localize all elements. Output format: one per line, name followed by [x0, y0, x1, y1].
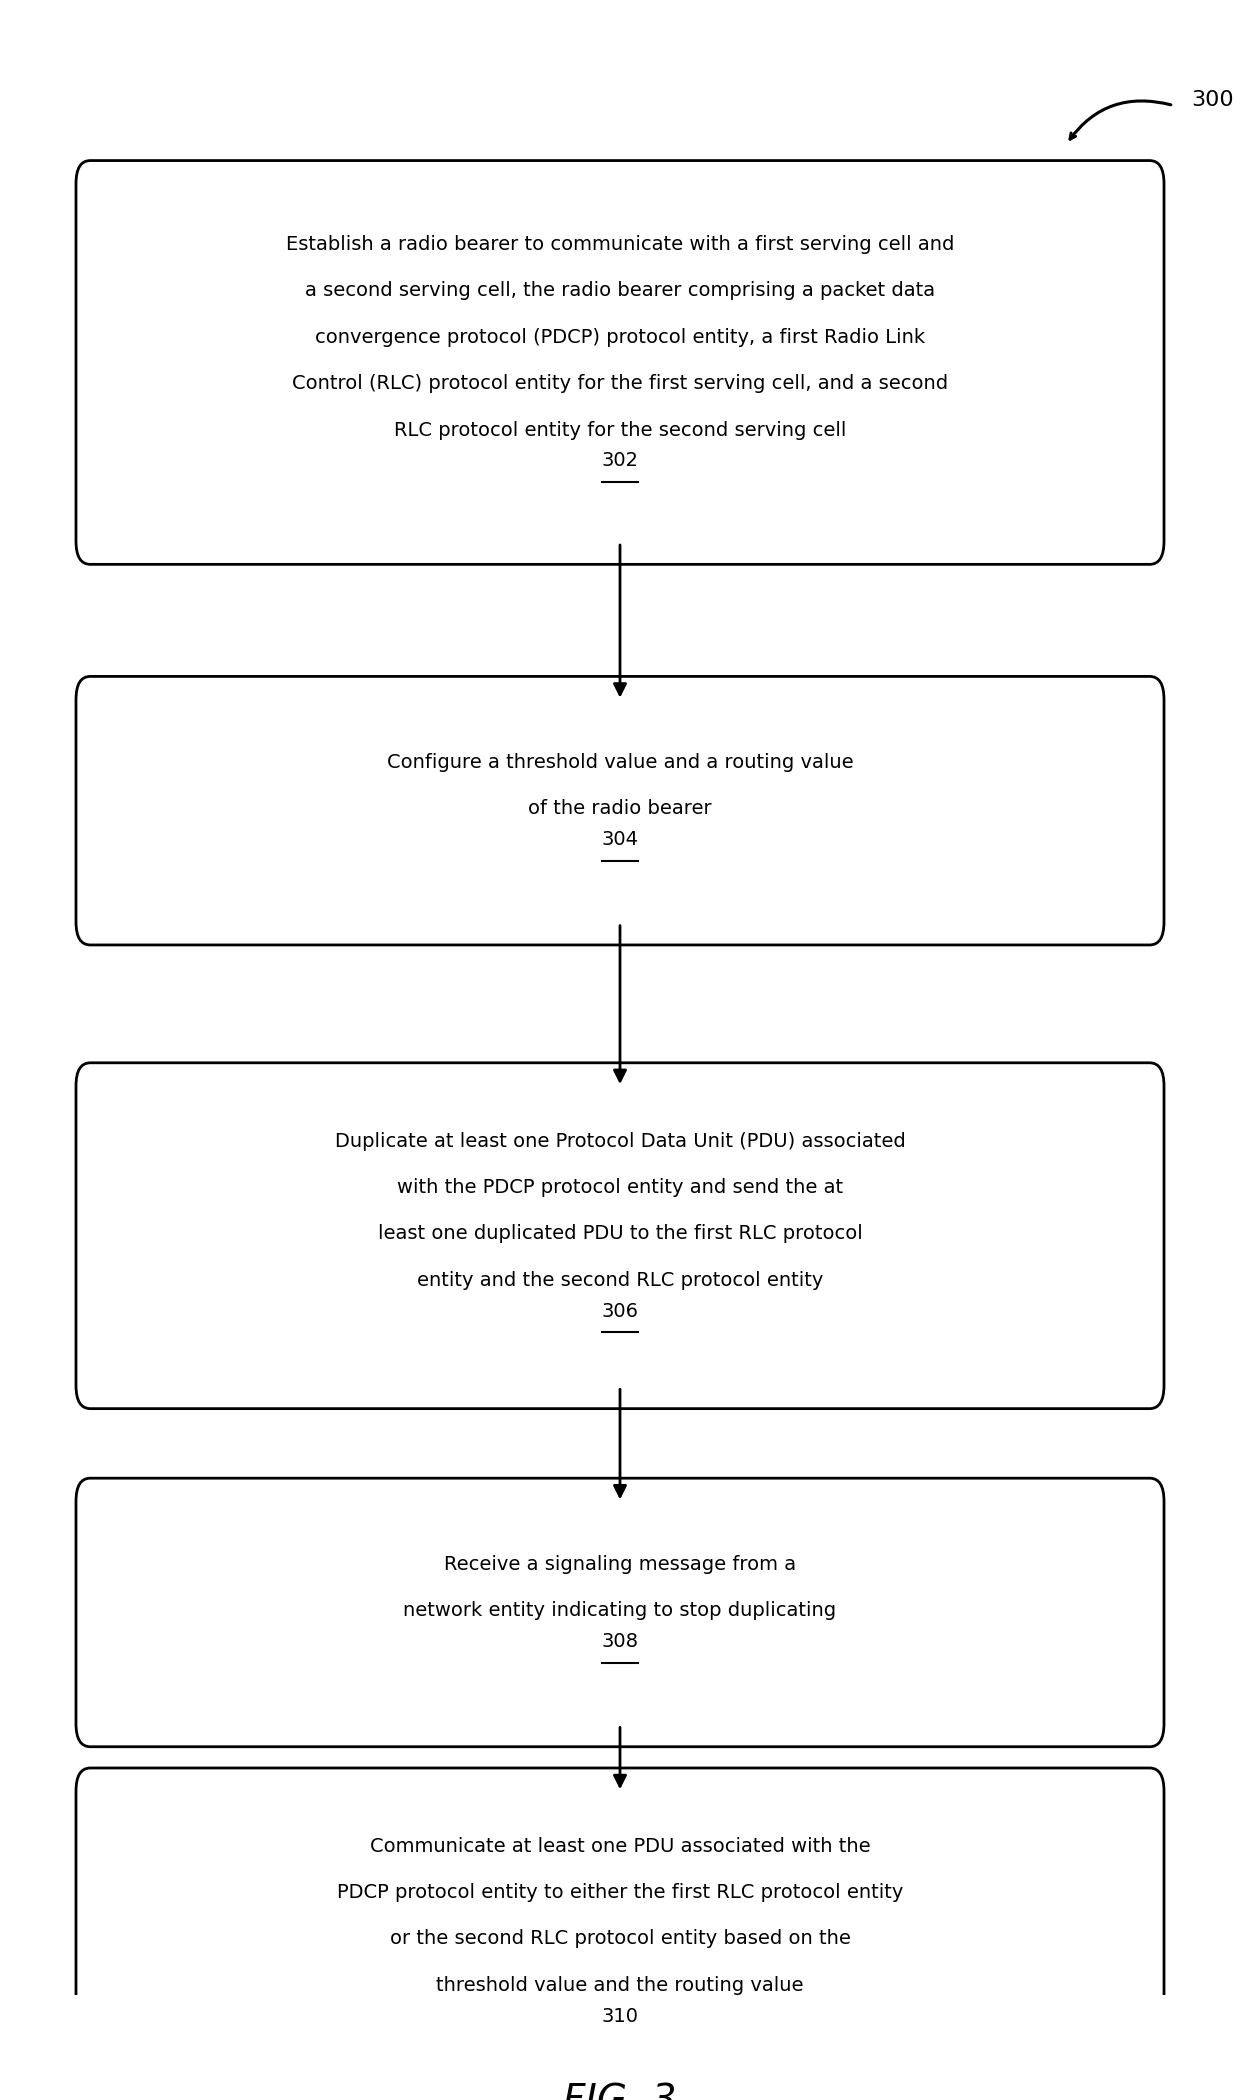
- Text: network entity indicating to stop duplicating: network entity indicating to stop duplic…: [403, 1600, 837, 1619]
- Text: 310: 310: [601, 2008, 639, 2026]
- FancyBboxPatch shape: [76, 676, 1164, 945]
- Text: Configure a threshold value and a routing value: Configure a threshold value and a routin…: [387, 754, 853, 773]
- Text: Communicate at least one PDU associated with the: Communicate at least one PDU associated …: [370, 1838, 870, 1856]
- Text: Establish a radio bearer to communicate with a first serving cell and: Establish a radio bearer to communicate …: [285, 235, 955, 254]
- Text: Control (RLC) protocol entity for the first serving cell, and a second: Control (RLC) protocol entity for the fi…: [291, 374, 949, 393]
- FancyBboxPatch shape: [76, 1768, 1164, 2100]
- Text: 308: 308: [601, 1632, 639, 1651]
- Text: 304: 304: [601, 830, 639, 848]
- Text: Duplicate at least one Protocol Data Unit (PDU) associated: Duplicate at least one Protocol Data Uni…: [335, 1132, 905, 1151]
- Text: Receive a signaling message from a: Receive a signaling message from a: [444, 1554, 796, 1573]
- Text: 306: 306: [601, 1302, 639, 1321]
- Text: with the PDCP protocol entity and send the at: with the PDCP protocol entity and send t…: [397, 1178, 843, 1197]
- FancyBboxPatch shape: [76, 1063, 1164, 1409]
- Text: a second serving cell, the radio bearer comprising a packet data: a second serving cell, the radio bearer …: [305, 281, 935, 300]
- Text: 300: 300: [1192, 90, 1234, 109]
- Text: entity and the second RLC protocol entity: entity and the second RLC protocol entit…: [417, 1270, 823, 1289]
- Text: PDCP protocol entity to either the first RLC protocol entity: PDCP protocol entity to either the first…: [337, 1884, 903, 1903]
- Text: least one duplicated PDU to the first RLC protocol: least one duplicated PDU to the first RL…: [378, 1224, 862, 1243]
- Text: threshold value and the routing value: threshold value and the routing value: [436, 1976, 804, 1995]
- Text: of the radio bearer: of the radio bearer: [528, 800, 712, 819]
- Text: RLC protocol entity for the second serving cell: RLC protocol entity for the second servi…: [394, 420, 846, 439]
- Text: or the second RLC protocol entity based on the: or the second RLC protocol entity based …: [389, 1930, 851, 1949]
- Text: convergence protocol (PDCP) protocol entity, a first Radio Link: convergence protocol (PDCP) protocol ent…: [315, 328, 925, 347]
- FancyBboxPatch shape: [76, 1478, 1164, 1747]
- Text: FIG. 3: FIG. 3: [563, 2083, 677, 2100]
- FancyBboxPatch shape: [76, 160, 1164, 565]
- Text: 302: 302: [601, 452, 639, 470]
